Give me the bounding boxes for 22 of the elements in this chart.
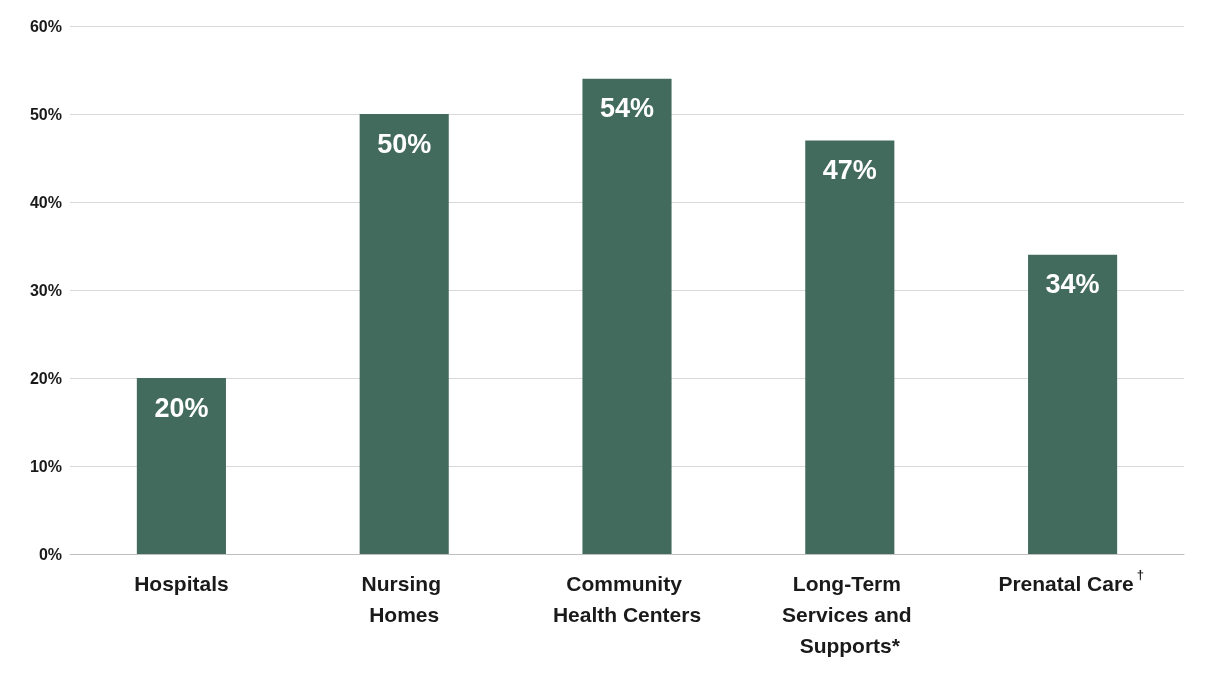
y-tick-label: 60% <box>29 17 62 35</box>
data-label: 47% <box>822 154 877 185</box>
x-tick-label: Hospitals <box>134 572 229 595</box>
y-tick-label: 20% <box>29 369 62 387</box>
y-tick-label: 10% <box>29 457 62 475</box>
y-tick-label: 0% <box>38 545 62 563</box>
x-tick-label: Community Health Centers <box>552 572 702 626</box>
bar <box>582 78 672 554</box>
data-label: 20% <box>154 392 209 423</box>
y-tick-label: 50% <box>29 105 62 123</box>
data-label: 54% <box>599 93 655 124</box>
y-tick-label: 40% <box>29 193 62 211</box>
bar <box>359 114 449 554</box>
x-tick-label: Nursing Homes <box>361 572 447 626</box>
y-tick-label: 30% <box>29 281 62 299</box>
bar <box>805 140 895 554</box>
data-label: 50% <box>377 128 432 159</box>
data-label: 34% <box>1045 269 1100 300</box>
bar <box>1028 254 1118 554</box>
x-tick-label: Long-Term Services and Supports* <box>782 572 918 657</box>
x-tick-label: Prenatal Care† <box>998 567 1144 595</box>
bar <box>136 378 226 554</box>
